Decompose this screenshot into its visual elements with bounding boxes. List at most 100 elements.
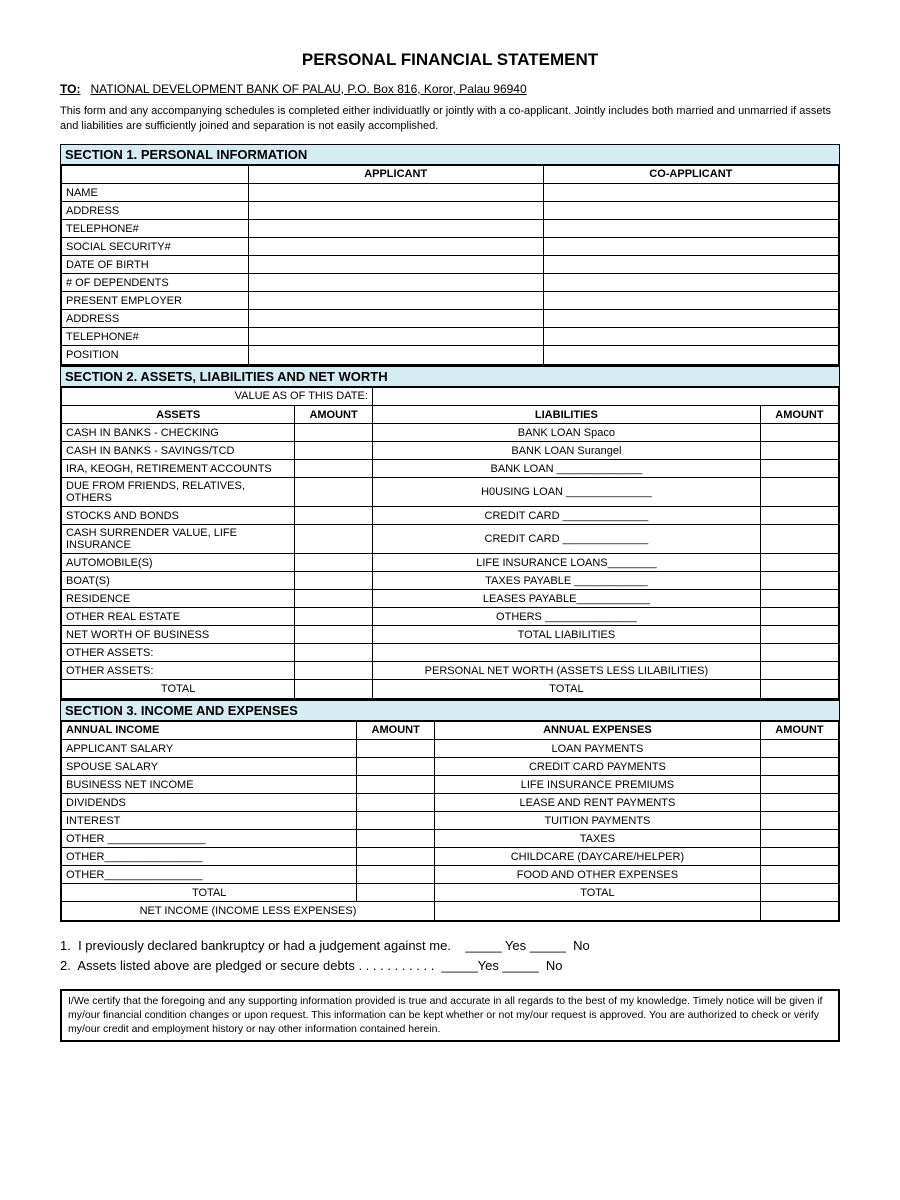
value-as-of-field[interactable] xyxy=(372,388,838,406)
income-amount[interactable] xyxy=(357,776,435,794)
income-label: OTHER________________ xyxy=(62,848,357,866)
liability-amount[interactable] xyxy=(760,424,838,442)
s1-applicant-field[interactable] xyxy=(248,184,543,202)
s1-coapplicant-field[interactable] xyxy=(543,292,838,310)
asset-amount[interactable] xyxy=(295,424,373,442)
liability-label: BANK LOAN Spaco xyxy=(372,424,760,442)
liability-amount[interactable] xyxy=(760,442,838,460)
s1-applicant-field[interactable] xyxy=(248,310,543,328)
expense-amount[interactable] xyxy=(760,740,838,758)
liability-amount[interactable] xyxy=(760,608,838,626)
col-coapplicant: CO-APPLICANT xyxy=(543,166,838,184)
s1-applicant-field[interactable] xyxy=(248,346,543,364)
s2-total-left-amt[interactable] xyxy=(295,680,373,698)
section2-header: SECTION 2. ASSETS, LIABILITIES AND NET W… xyxy=(60,366,840,386)
liability-amount[interactable] xyxy=(760,460,838,478)
s1-coapplicant-field[interactable] xyxy=(543,346,838,364)
liability-label: H0USING LOAN ______________ xyxy=(372,478,760,507)
expense-label: TUITION PAYMENTS xyxy=(434,812,760,830)
s3-total-right: TOTAL xyxy=(434,884,760,902)
section3-header: SECTION 3. INCOME AND EXPENSES xyxy=(60,700,840,720)
asset-amount[interactable] xyxy=(295,608,373,626)
expense-amount[interactable] xyxy=(760,848,838,866)
income-label: BUSINESS NET INCOME xyxy=(62,776,357,794)
expense-amount[interactable] xyxy=(760,812,838,830)
income-label: OTHER________________ xyxy=(62,866,357,884)
s1-coapplicant-field[interactable] xyxy=(543,202,838,220)
s1-applicant-field[interactable] xyxy=(248,292,543,310)
s1-row-label: PRESENT EMPLOYER xyxy=(62,292,248,310)
income-amount[interactable] xyxy=(357,830,435,848)
expense-amount[interactable] xyxy=(760,866,838,884)
liability-amount[interactable] xyxy=(760,590,838,608)
liability-amount[interactable] xyxy=(760,554,838,572)
income-amount[interactable] xyxy=(357,866,435,884)
net-income-amt[interactable] xyxy=(760,902,838,920)
asset-amount[interactable] xyxy=(295,590,373,608)
liability-amount[interactable] xyxy=(760,662,838,680)
s1-row-label: SOCIAL SECURITY# xyxy=(62,238,248,256)
s1-applicant-field[interactable] xyxy=(248,238,543,256)
liability-amount[interactable] xyxy=(760,626,838,644)
income-label: APPLICANT SALARY xyxy=(62,740,357,758)
s1-applicant-field[interactable] xyxy=(248,202,543,220)
s1-coapplicant-field[interactable] xyxy=(543,238,838,256)
asset-amount[interactable] xyxy=(295,442,373,460)
s1-coapplicant-field[interactable] xyxy=(543,274,838,292)
income-label: INTEREST xyxy=(62,812,357,830)
income-amount[interactable] xyxy=(357,740,435,758)
income-amount[interactable] xyxy=(357,812,435,830)
asset-amount[interactable] xyxy=(295,554,373,572)
expense-amount[interactable] xyxy=(760,776,838,794)
asset-amount[interactable] xyxy=(295,572,373,590)
questions-block: 1. I previously declared bankruptcy or h… xyxy=(60,936,840,978)
s1-coapplicant-field[interactable] xyxy=(543,256,838,274)
expense-amount[interactable] xyxy=(760,830,838,848)
s1-row-label: DATE OF BIRTH xyxy=(62,256,248,274)
income-amount[interactable] xyxy=(357,848,435,866)
expense-amount[interactable] xyxy=(760,758,838,776)
liability-amount[interactable] xyxy=(760,525,838,554)
liability-amount[interactable] xyxy=(760,572,838,590)
s1-row-label: ADDRESS xyxy=(62,310,248,328)
asset-amount[interactable] xyxy=(295,460,373,478)
liability-amount[interactable] xyxy=(760,478,838,507)
asset-label: CASH SURRENDER VALUE, LIFE INSURANCE xyxy=(62,525,295,554)
s1-coapplicant-field[interactable] xyxy=(543,328,838,346)
to-label: TO: xyxy=(60,82,80,96)
asset-amount[interactable] xyxy=(295,644,373,662)
s1-coapplicant-field[interactable] xyxy=(543,184,838,202)
asset-amount[interactable] xyxy=(295,507,373,525)
s2-total-right-amt[interactable] xyxy=(760,680,838,698)
s1-applicant-field[interactable] xyxy=(248,328,543,346)
liability-amount[interactable] xyxy=(760,507,838,525)
s3-total-left-amt[interactable] xyxy=(357,884,435,902)
s1-coapplicant-field[interactable] xyxy=(543,310,838,328)
s1-applicant-field[interactable] xyxy=(248,256,543,274)
s3-total-right-amt[interactable] xyxy=(760,884,838,902)
section1-box: APPLICANT CO-APPLICANT NAMEADDRESSTELEPH… xyxy=(60,164,840,366)
liability-amount[interactable] xyxy=(760,644,838,662)
s1-applicant-field[interactable] xyxy=(248,220,543,238)
document-title: PERSONAL FINANCIAL STATEMENT xyxy=(60,50,840,70)
asset-amount[interactable] xyxy=(295,626,373,644)
to-line: TO: NATIONAL DEVELOPMENT BANK OF PALAU, … xyxy=(60,82,840,96)
liability-label: OTHERS _______________ xyxy=(372,608,760,626)
asset-amount[interactable] xyxy=(295,478,373,507)
income-amount[interactable] xyxy=(357,794,435,812)
s1-coapplicant-field[interactable] xyxy=(543,220,838,238)
asset-amount[interactable] xyxy=(295,525,373,554)
page-container: PERSONAL FINANCIAL STATEMENT TO: NATIONA… xyxy=(0,0,900,1082)
asset-amount[interactable] xyxy=(295,662,373,680)
expense-amount[interactable] xyxy=(760,794,838,812)
expense-label: CHILDCARE (DAYCARE/HELPER) xyxy=(434,848,760,866)
expense-label: LOAN PAYMENTS xyxy=(434,740,760,758)
s1-row-label: NAME xyxy=(62,184,248,202)
col-amount-a: AMOUNT xyxy=(295,406,373,424)
liability-label: LIFE INSURANCE LOANS________ xyxy=(372,554,760,572)
s1-row-label: POSITION xyxy=(62,346,248,364)
s1-applicant-field[interactable] xyxy=(248,274,543,292)
col-liabilities: LIABILITIES xyxy=(372,406,760,424)
income-amount[interactable] xyxy=(357,758,435,776)
value-as-of-label: VALUE AS OF THIS DATE: xyxy=(62,388,372,406)
